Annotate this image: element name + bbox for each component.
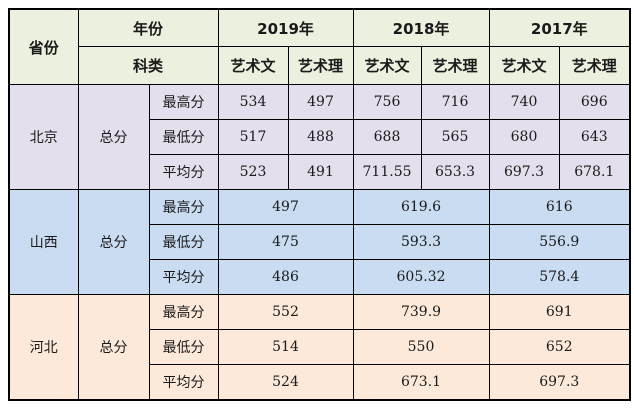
stat-label-max: 最高分	[148, 189, 219, 225]
value-cell: 716	[420, 84, 490, 120]
header-cell-2017-arts-science: 艺术理	[558, 46, 631, 85]
value-cell: 486	[217, 259, 354, 295]
header-cell-year-2019: 2019年	[217, 8, 354, 47]
province-cell-shanxi: 山西	[8, 189, 79, 295]
table-row: 山西 总分 最高分 497 619.6 616	[8, 189, 631, 295]
value-cell: 619.6	[352, 189, 490, 225]
stat-label-avg: 平均分	[148, 154, 219, 190]
value-cell: 643	[558, 119, 631, 155]
stat-label-min: 最低分	[148, 224, 219, 260]
header-cell-province: 省份	[8, 8, 79, 85]
value-cell: 488	[287, 119, 354, 155]
value-cell: 739.9	[352, 294, 490, 330]
header-cell-year-2017: 2017年	[488, 8, 631, 47]
value-cell: 678.1	[558, 154, 631, 190]
header-cell-2017-arts-liberal: 艺术文	[488, 46, 560, 85]
table-row: 平均分 524 673.1 697.3	[9, 364, 631, 401]
score-type-cell: 总分	[77, 84, 150, 190]
value-cell: 697.3	[488, 154, 560, 190]
table-row: 最低分 475 593.3 556.9	[9, 224, 631, 260]
header-row-years: 省份 年份 2019年 2018年 2017年	[8, 8, 631, 85]
table-row: 北京 总分 最高分 534 497 756 716 740 696	[8, 84, 631, 190]
stat-label-max: 最高分	[148, 294, 219, 330]
table-row: 平均分 523 491 711.55 653.3 697.3 678.1	[9, 154, 631, 190]
header-cell-2018-arts-liberal: 艺术文	[352, 46, 422, 85]
province-cell-beijing: 北京	[8, 84, 79, 190]
value-cell: 616	[488, 189, 631, 225]
value-cell: 556.9	[488, 224, 631, 260]
value-cell: 578.4	[488, 259, 631, 295]
value-cell: 534	[217, 84, 289, 120]
header-row-categories: 科类 艺术文 艺术理 艺术文 艺术理 艺术文 艺术理	[9, 46, 631, 85]
header-cell-category-label: 科类	[77, 46, 219, 85]
value-cell: 593.3	[352, 224, 490, 260]
table-row: 最低分 514 550 652	[9, 329, 631, 365]
value-cell: 756	[352, 84, 422, 120]
value-cell: 523	[217, 154, 289, 190]
value-cell: 550	[352, 329, 490, 365]
stat-label-max: 最高分	[148, 84, 219, 120]
value-cell: 565	[420, 119, 490, 155]
value-cell: 653.3	[420, 154, 490, 190]
table-row: 最低分 517 488 688 565 680 643	[9, 119, 631, 155]
value-cell: 688	[352, 119, 422, 155]
header-cell-2018-arts-science: 艺术理	[420, 46, 490, 85]
value-cell: 497	[217, 189, 354, 225]
table-row: 河北 总分 最高分 552 739.9 691	[8, 294, 631, 401]
stat-label-min: 最低分	[148, 329, 219, 365]
value-cell: 524	[217, 364, 354, 401]
value-cell: 691	[488, 294, 631, 330]
value-cell: 711.55	[352, 154, 422, 190]
value-cell: 552	[217, 294, 354, 330]
admission-scores-table: 省份 年份 2019年 2018年 2017年 科类 艺术文 艺术理 艺术文 艺…	[8, 8, 632, 401]
score-type-cell: 总分	[77, 294, 150, 401]
header-cell-year-label: 年份	[77, 8, 219, 47]
stat-label-min: 最低分	[148, 119, 219, 155]
value-cell: 673.1	[352, 364, 490, 401]
table-row: 平均分 486 605.32 578.4	[9, 259, 631, 295]
value-cell: 491	[287, 154, 354, 190]
stat-label-avg: 平均分	[148, 364, 219, 401]
score-type-cell: 总分	[77, 189, 150, 295]
value-cell: 605.32	[352, 259, 490, 295]
province-cell-hebei: 河北	[8, 294, 79, 401]
header-cell-2019-arts-science: 艺术理	[287, 46, 354, 85]
value-cell: 740	[488, 84, 560, 120]
value-cell: 652	[488, 329, 631, 365]
stat-label-avg: 平均分	[148, 259, 219, 295]
value-cell: 475	[217, 224, 354, 260]
header-cell-2019-arts-liberal: 艺术文	[217, 46, 289, 85]
value-cell: 680	[488, 119, 560, 155]
value-cell: 514	[217, 329, 354, 365]
value-cell: 696	[558, 84, 631, 120]
value-cell: 517	[217, 119, 289, 155]
header-cell-year-2018: 2018年	[352, 8, 490, 47]
value-cell: 497	[287, 84, 354, 120]
value-cell: 697.3	[488, 364, 631, 401]
